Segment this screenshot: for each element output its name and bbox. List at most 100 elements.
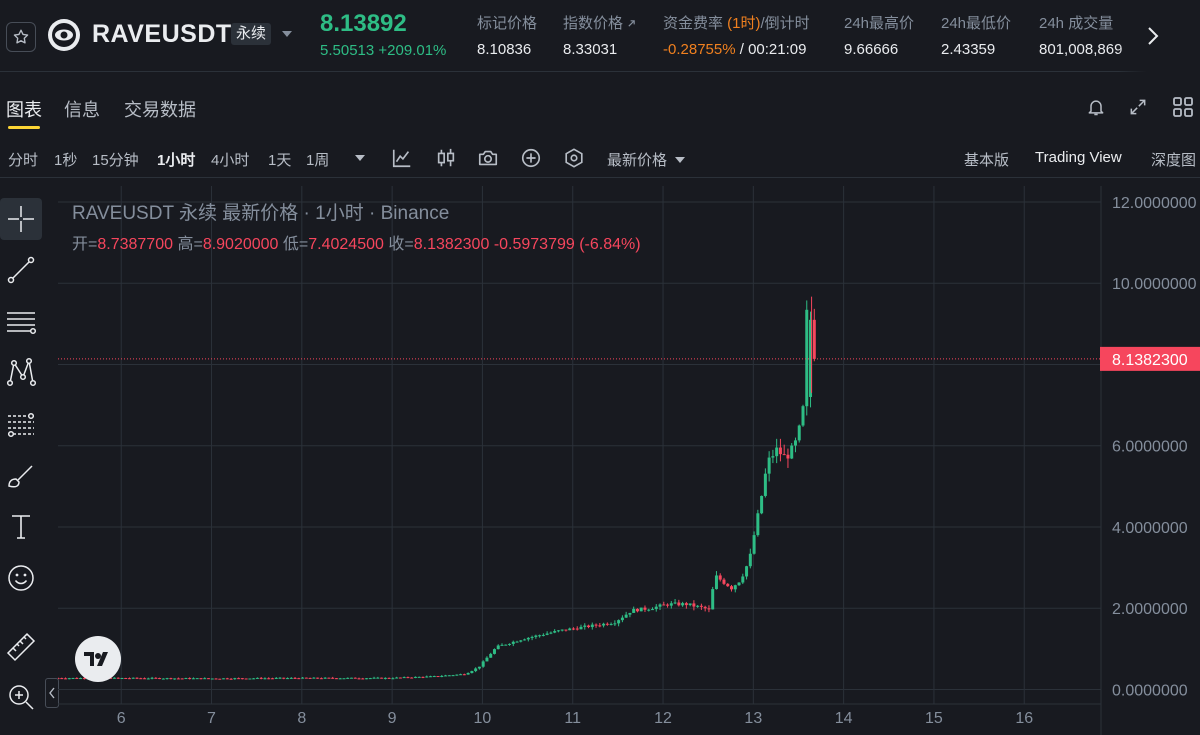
brush-tool[interactable] bbox=[0, 456, 42, 498]
tab-info[interactable]: 信息 bbox=[64, 100, 100, 120]
rave-eye-icon bbox=[52, 23, 76, 47]
price-chart[interactable]: 12.0000000 10.0000000 6.0000000 4.0000000 2.… bbox=[56, 186, 1200, 735]
candle-body bbox=[267, 678, 271, 680]
price-source-dropdown[interactable]: 最新价格 bbox=[607, 149, 686, 170]
timeframe-1w[interactable]: 1周 bbox=[306, 152, 330, 169]
symbol-dropdown-caret-icon[interactable] bbox=[282, 31, 292, 37]
view-depth[interactable]: 深度图 bbox=[1151, 152, 1197, 169]
contract-type-badge: 永续 bbox=[231, 23, 272, 45]
timeframe-1h[interactable]: 1小时 bbox=[157, 152, 196, 169]
candle-body bbox=[714, 575, 718, 590]
candle-body bbox=[737, 582, 741, 586]
fib-retracement-tool[interactable] bbox=[0, 404, 42, 446]
symbol-name[interactable]: RAVEUSDT bbox=[92, 20, 232, 48]
candle-body bbox=[489, 653, 493, 658]
funding-label-prefix: 资金费率 bbox=[663, 15, 728, 32]
caret-down-icon bbox=[355, 155, 365, 161]
candle-body bbox=[587, 625, 591, 628]
tradingview-logo[interactable] bbox=[75, 636, 121, 682]
timeframe-4h[interactable]: 4小时 bbox=[211, 152, 250, 169]
candle-body bbox=[346, 677, 350, 679]
candlestick-chart[interactable]: 12.0000000 10.0000000 6.0000000 4.0000000 2.… bbox=[56, 186, 1200, 735]
zoom-tool[interactable] bbox=[0, 676, 42, 718]
chart-settings-button[interactable] bbox=[562, 146, 586, 170]
candle-body bbox=[760, 495, 764, 514]
favorite-star-button[interactable] bbox=[6, 22, 36, 52]
timeframe-15m[interactable]: 15分钟 bbox=[92, 152, 139, 169]
candle-body bbox=[718, 575, 722, 580]
candle-body bbox=[556, 630, 560, 632]
view-basic[interactable]: 基本版 bbox=[964, 152, 1010, 169]
timeframe-1s[interactable]: 1秒 bbox=[54, 152, 78, 169]
candle-body bbox=[617, 620, 621, 624]
more-timeframes-button[interactable] bbox=[348, 146, 372, 170]
current-price-label: 8.1382300 bbox=[1112, 352, 1188, 369]
stat-label-text: 指数价格 bbox=[563, 15, 624, 32]
hexagon-settings-icon bbox=[565, 148, 583, 168]
view-tradingview[interactable]: Trading View bbox=[1035, 149, 1122, 166]
add-indicator-button[interactable] bbox=[519, 146, 543, 170]
candle-body bbox=[274, 677, 278, 679]
crosshair-icon bbox=[8, 206, 34, 232]
active-tab-indicator bbox=[8, 126, 40, 129]
candle-body bbox=[500, 644, 504, 646]
candle-body bbox=[692, 603, 696, 607]
ohlc-legend: 开=8.7387700 高=8.9020000 低=7.4024500 收=8.… bbox=[72, 230, 641, 254]
toolbar-collapse-button[interactable] bbox=[45, 678, 59, 708]
tab-chart[interactable]: 图表 bbox=[6, 100, 42, 120]
candle-style-button[interactable] bbox=[434, 146, 458, 170]
candle-body bbox=[767, 457, 771, 474]
trend-line-tool[interactable] bbox=[0, 249, 42, 291]
snapshot-button[interactable] bbox=[476, 146, 500, 170]
candle-body bbox=[184, 678, 188, 680]
candle-body bbox=[259, 677, 263, 679]
price-axis-label: 4.0000000 bbox=[1112, 520, 1188, 537]
price-axis-label: 10.0000000 bbox=[1112, 276, 1197, 293]
ticker-bar: RAVEUSDT 永续 8.13892 5.50513 +209.01% 标记价… bbox=[0, 0, 1200, 72]
stat-value: 8.33031 bbox=[563, 41, 618, 58]
candle-body bbox=[564, 629, 568, 631]
candle-body bbox=[342, 678, 346, 680]
alert-bell-button[interactable] bbox=[1083, 94, 1109, 120]
candle-body bbox=[60, 678, 64, 680]
candle-body bbox=[109, 677, 113, 679]
candle-body bbox=[763, 473, 767, 496]
candle-body bbox=[560, 629, 564, 631]
chevron-right-icon bbox=[1148, 27, 1159, 45]
candle-body bbox=[805, 309, 809, 407]
ruler-icon bbox=[6, 632, 36, 662]
candle-body bbox=[218, 678, 222, 680]
text-tool[interactable] bbox=[0, 506, 42, 548]
emoji-tool[interactable] bbox=[0, 557, 42, 599]
candle-body bbox=[515, 641, 519, 643]
tab-trading-data[interactable]: 交易数据 bbox=[124, 100, 196, 120]
candle-body bbox=[368, 678, 372, 680]
current-price-tag bbox=[1100, 346, 1200, 371]
candle-body bbox=[534, 635, 538, 637]
time-axis-label: 16 bbox=[1015, 710, 1033, 727]
candle-body bbox=[459, 674, 463, 676]
candle-body bbox=[666, 604, 670, 606]
timeframe-1d[interactable]: 1天 bbox=[268, 152, 292, 169]
candle-body bbox=[207, 678, 211, 680]
fullscreen-button[interactable] bbox=[1125, 94, 1151, 120]
candle-body bbox=[797, 425, 801, 441]
stat-label: 24h最高价 bbox=[844, 15, 915, 32]
timeframe-time[interactable]: 分时 bbox=[8, 152, 39, 169]
layout-button[interactable] bbox=[1170, 94, 1196, 120]
stat-label: 24h最低价 bbox=[941, 15, 1012, 32]
candle-body bbox=[684, 603, 688, 606]
candle-body bbox=[357, 678, 361, 680]
crosshair-tool[interactable] bbox=[0, 198, 42, 240]
candle-body bbox=[225, 678, 229, 680]
chart-type-button[interactable] bbox=[390, 146, 414, 170]
stat-index-price[interactable]: 指数价格 8.33031 bbox=[563, 12, 636, 58]
horizontal-lines-tool[interactable] bbox=[0, 300, 42, 342]
measure-tool[interactable] bbox=[0, 626, 42, 668]
candle-body bbox=[538, 635, 542, 637]
candle-body bbox=[793, 440, 797, 446]
candle-body bbox=[470, 671, 474, 674]
low-label: 低= bbox=[282, 236, 309, 253]
pattern-tool[interactable] bbox=[0, 352, 42, 394]
ticker-scroll-right-button[interactable] bbox=[1118, 0, 1200, 72]
